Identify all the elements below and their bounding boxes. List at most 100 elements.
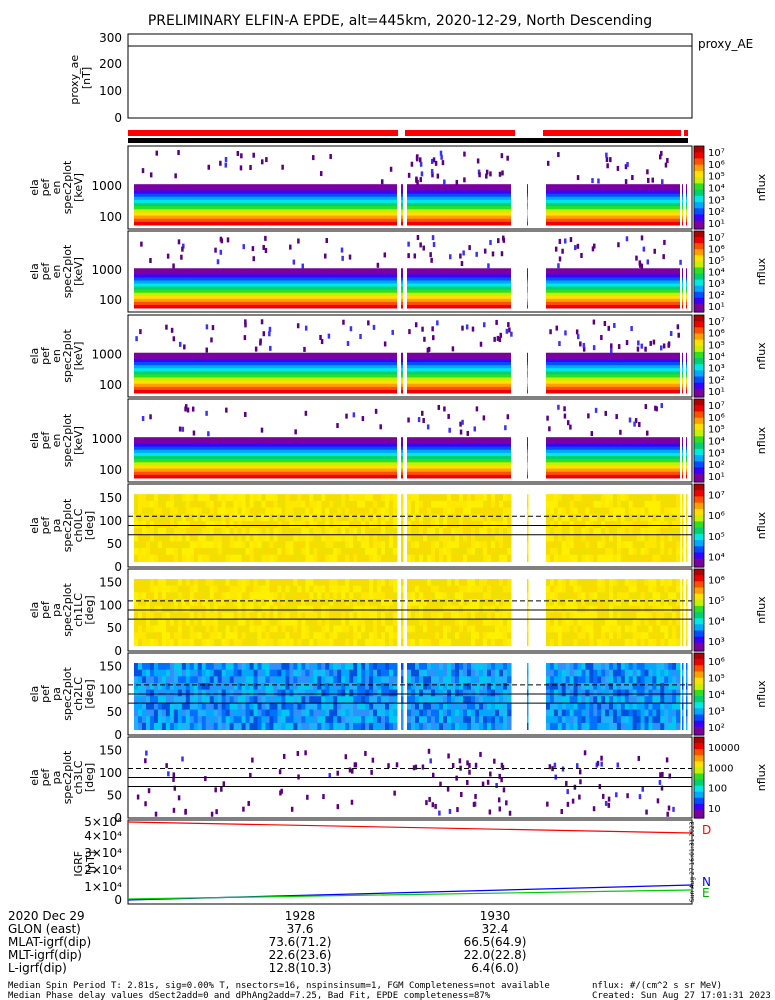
- pitch-angle-ch1LC-cell: [573, 612, 579, 620]
- energy-spectrogram-2-point: [460, 261, 464, 267]
- pitch-angle-ch1LC-cell: [149, 625, 155, 633]
- pitch-angle-ch2LC-cell: [201, 716, 207, 724]
- pitch-angle-ch1LC-cell: [257, 598, 263, 607]
- pitch-angle-ch2LC-cell: [644, 702, 649, 711]
- pitch-angle-ch1LC-cell: [467, 612, 472, 620]
- pitch-angle-ch0LC-cell: [640, 541, 646, 549]
- pitch-angle-ch2LC-cell: [193, 722, 199, 731]
- pitch-angle-ch2LC-cell: [225, 682, 231, 691]
- pitch-angle-ch0LC-cell: [289, 541, 294, 549]
- pitch-angle-ch2LC-cell: [177, 676, 183, 684]
- pitch-angle-ch2LC-cell: [237, 722, 243, 731]
- panel-4-ylabel-line-2: en: [50, 434, 63, 448]
- pitch-angle-ch0LC-cell: [451, 514, 456, 522]
- pitch-angle-ch0LC-cell: [401, 541, 404, 549]
- pitch-angle-ch2LC-cell: [249, 663, 255, 671]
- pitch-angle-ch1LC-cell: [189, 585, 195, 593]
- energy-spectrogram-4-band: [134, 440, 397, 444]
- pitch-angle-ch0LC-cell: [664, 534, 669, 542]
- pitch-angle-ch0LC-cell: [597, 500, 602, 509]
- energy-spectrogram-1-point: [626, 161, 629, 167]
- pitch-angle-ch2LC-cell: [463, 682, 468, 691]
- pitch-angle-ch1LC-cell: [487, 618, 492, 627]
- energy-spectrogram-1-point: [597, 178, 600, 184]
- pitch-angle-ch2LC-cell: [173, 676, 179, 684]
- pitch-angle-ch2LC-cell: [577, 669, 582, 677]
- pitch-angle-ch2LC-cell: [173, 696, 179, 704]
- pitch-angle-ch0LC-cell: [636, 500, 642, 509]
- pitch-angle-ch2LC-cell: [285, 682, 290, 691]
- pitch-angle-ch0LC-cell: [321, 514, 326, 522]
- pitch-angle-ch0LC-cell: [173, 500, 179, 509]
- pitch-angle-ch2LC-cell: [241, 709, 247, 717]
- pitch-angle-ch2LC-cell: [217, 689, 223, 697]
- colorbar-3-step: [694, 323, 704, 326]
- pitch-angle-ch0LC-cell: [546, 507, 551, 515]
- colorbar-4-tick-4: 10⁵: [708, 425, 725, 436]
- colorbar-1-step: [694, 170, 704, 174]
- energy-spectrogram-4-band: [527, 465, 528, 470]
- pitch-angle-ch2LC-cell: [213, 682, 219, 691]
- pitch-angle-ch2LC-cell: [393, 676, 398, 684]
- pitch-angle-ch2LC-cell: [305, 722, 310, 731]
- pitch-angle-ch0LC-cell: [229, 527, 235, 536]
- pitch-angle-ch2LC-cell: [447, 689, 452, 697]
- pitch-angle-ch1LC-cell: [361, 618, 366, 627]
- pitch-angle-ch1LC-cell: [487, 598, 492, 607]
- pitch-angle-ch0LC-cell: [277, 534, 282, 542]
- pitch-angle-ch2LC-cell: [297, 696, 302, 704]
- colorbar-1-step: [694, 218, 704, 222]
- pitch-angle-ch1LC-cell: [333, 632, 338, 640]
- pitch-angle-ch0LC-cell: [443, 500, 448, 509]
- pitch-angle-ch0LC-cell: [652, 548, 657, 556]
- pitch-angle-ch2LC-cell: [447, 709, 452, 717]
- pitch-angle-ch1LC-cell: [173, 638, 179, 647]
- pitch-angle-ch1LC-cell: [261, 632, 266, 640]
- panel-3-ylabel-line-0: ela: [28, 348, 41, 365]
- pitch-angle-ch1LC-cell: [317, 598, 322, 607]
- energy-spectrogram-4-point: [244, 411, 247, 417]
- pitch-angle-ch2LC-cell: [605, 696, 610, 704]
- energy-spectrogram-1-point: [441, 160, 445, 166]
- pitch-angle-ch2LC-cell: [549, 722, 555, 731]
- pitch-angle-ch2LC-cell: [668, 663, 673, 671]
- energy-spectrogram-1-band: [134, 187, 397, 191]
- pitch-angle-ch0LC-cell: [507, 534, 512, 542]
- energy-spectrogram-4-point: [644, 404, 648, 410]
- pitch-angle-ch1LC-cell: [361, 625, 366, 633]
- pitch-angle-ch2LC-cell: [313, 709, 318, 717]
- pitch-angle-ch1LC-cell: [561, 612, 567, 620]
- pitch-angle-ch0LC-cell: [565, 514, 571, 522]
- energy-spectrogram-4-point: [587, 413, 590, 419]
- energy-spectrogram-1-band: [682, 196, 683, 201]
- energy-spectrogram-3-band: [527, 368, 528, 372]
- pitch-angle-ch0LC-cell: [463, 514, 468, 522]
- pitch-angle-ch0LC-cell: [648, 554, 653, 562]
- energy-spectrogram-3-point: [505, 328, 509, 334]
- pitch-angle-ch2LC-cell: [632, 722, 638, 731]
- energy-spectrogram-4-point: [546, 415, 549, 421]
- pitch-angle-ch0LC-cell: [427, 500, 432, 509]
- pitch-angle-ch2LC-cell: [137, 689, 143, 697]
- energy-spectrogram-3-band: [407, 380, 511, 385]
- pitch-angle-ch1LC-cell: [257, 612, 263, 620]
- pitch-angle-ch0LC-cell: [459, 514, 464, 522]
- energy-spectrogram-3-band: [682, 386, 683, 391]
- pitch-angle-ch0LC-cell: [377, 554, 382, 562]
- pitch-angle-ch0LC-cell: [467, 507, 472, 515]
- pitch-angle-ch0LC-cell: [553, 554, 559, 562]
- pitch-angle-ch1LC-cell: [253, 625, 259, 633]
- pitch-angle-ch0LC-cell: [620, 541, 626, 549]
- pitch-angle-ch2LC-cell: [325, 663, 330, 671]
- pitch-angle-ch2LC-cell: [341, 689, 346, 697]
- pitch-angle-ch1LC-cell: [365, 592, 370, 600]
- energy-spectrogram-2-point: [483, 248, 487, 254]
- pitch-angle-ch0LC-cell: [624, 541, 630, 549]
- energy-spectrogram-2-point: [635, 255, 638, 261]
- pitch-angle-ch1LC-cell: [507, 625, 512, 633]
- colorbar-6-step: [694, 581, 704, 584]
- pitch-angle-ch2LC-cell: [165, 676, 171, 684]
- colorbar-5-step: [694, 529, 704, 533]
- pitch-angle-ch2LC-cell: [443, 682, 448, 691]
- pitch-angle-ch1LC-cell: [672, 592, 677, 600]
